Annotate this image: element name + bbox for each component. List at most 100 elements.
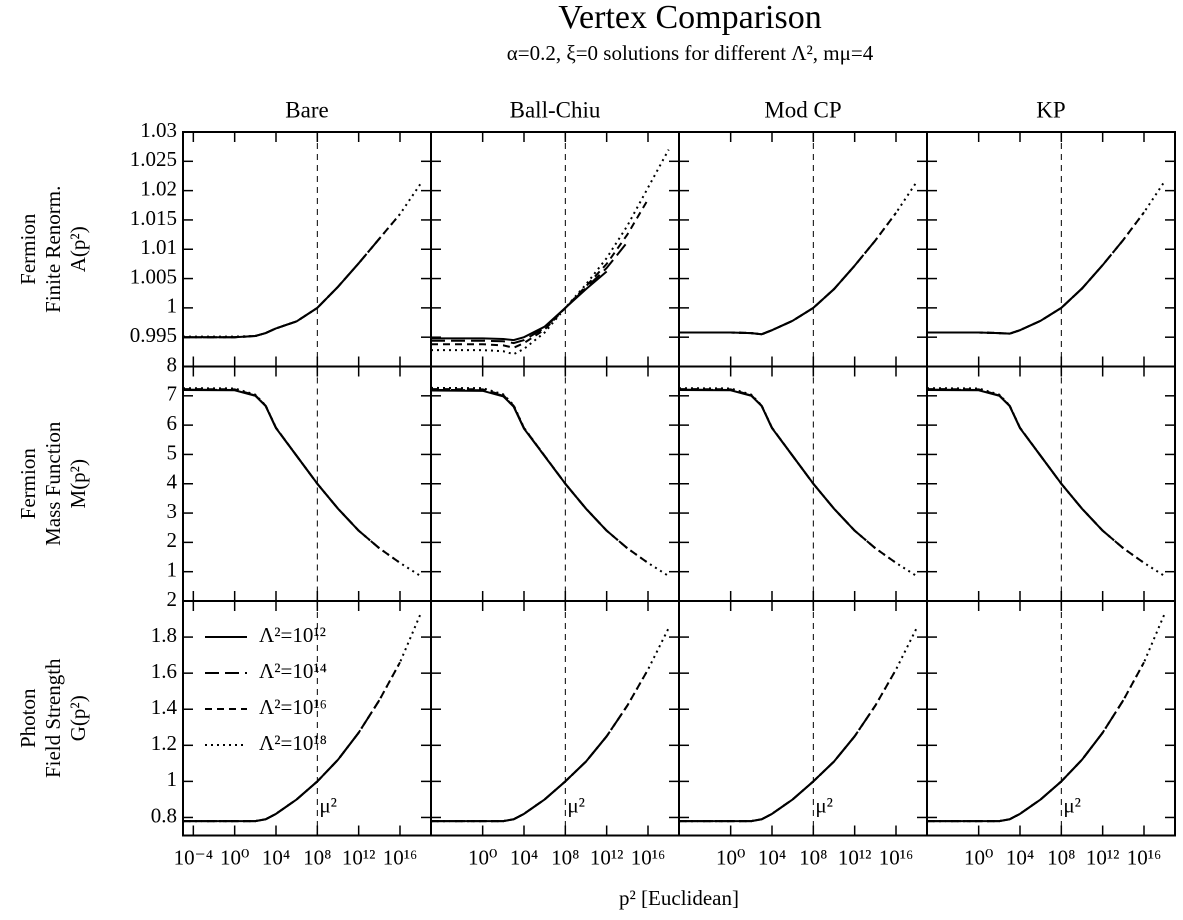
y-tick-label: 0.995	[130, 323, 177, 347]
series-line	[430, 388, 628, 550]
column-title: Ball-Chiu	[510, 97, 601, 122]
chart-title: Vertex Comparison	[558, 0, 821, 36]
x-tick-label: 10⁴	[758, 845, 786, 869]
series-line	[927, 699, 1125, 823]
column-title: KP	[1036, 97, 1065, 122]
series-line	[431, 198, 649, 349]
panel-frame	[678, 131, 928, 368]
series-line	[679, 705, 877, 823]
panel-frame	[678, 600, 928, 837]
x-tick-label: 10¹²	[342, 845, 376, 869]
series-line	[679, 239, 877, 336]
y-tick-label: 1.01	[140, 235, 177, 259]
x-tick-label: 10⁴	[510, 845, 538, 869]
y-tick-label: 3	[167, 499, 178, 523]
y-tick-label: 1	[167, 294, 178, 318]
y-tick-label: 5	[167, 440, 178, 464]
series-line	[678, 388, 897, 564]
series-line	[926, 388, 1145, 564]
x-tick-label: 10⁻⁴	[174, 845, 213, 869]
x-tick-label: 10⁰	[468, 845, 497, 869]
x-tick-label: 10⁸	[799, 845, 827, 869]
x-tick-label: 10¹⁶	[631, 845, 666, 869]
y-tick-label: 1.6	[151, 659, 177, 683]
series-line	[182, 388, 360, 532]
legend-label: Λ²=10¹⁸	[259, 731, 327, 755]
panel-frame	[678, 365, 928, 602]
series-line	[679, 627, 918, 823]
legend-label: Λ²=10¹⁴	[259, 659, 327, 683]
x-tick-label: 10⁸	[551, 845, 579, 869]
y-tick-label: 1.2	[151, 731, 177, 755]
y-tick-label: 0.8	[151, 803, 177, 827]
y-tick-label: 6	[167, 411, 178, 435]
series-line	[679, 181, 918, 336]
series-line	[183, 262, 360, 339]
y-axis-label: M(p²)	[66, 459, 90, 508]
x-tick-label: 10¹²	[590, 845, 624, 869]
y-tick-label: 1	[167, 767, 178, 791]
y-axis-label: G(p²)	[66, 695, 90, 741]
series-line	[927, 211, 1145, 335]
series-line	[927, 264, 1104, 335]
y-tick-label: 4	[167, 470, 178, 494]
panel-frame	[926, 365, 1176, 602]
y-tick-label: 1.02	[140, 176, 177, 200]
y-tick-label: 2	[167, 587, 178, 611]
series-line	[926, 388, 1124, 550]
reference-label: μ²	[567, 793, 585, 817]
column-title: Bare	[285, 97, 328, 122]
series-line	[679, 212, 897, 336]
series-line	[927, 180, 1166, 335]
y-axis-label: Fermion	[16, 448, 40, 520]
reference-label: μ²	[319, 793, 337, 817]
x-tick-label: 10⁰	[964, 845, 993, 869]
series-line	[927, 613, 1166, 823]
x-tick-label: 10⁸	[1047, 845, 1075, 869]
y-axis-label: Mass Function	[41, 421, 65, 546]
panel-frame	[182, 365, 432, 602]
reference-label: μ²	[815, 793, 833, 817]
x-tick-label: 10⁸	[303, 845, 331, 869]
x-tick-label: 10¹²	[1086, 845, 1120, 869]
y-axis-label: Field Strength	[41, 658, 65, 778]
series-line	[431, 241, 629, 345]
series-line	[183, 183, 422, 338]
series-line	[678, 388, 876, 550]
y-tick-label: 1.005	[130, 264, 177, 288]
y-tick-label: 1	[167, 558, 178, 582]
y-tick-label: 7	[167, 382, 178, 406]
panel-frame	[926, 600, 1176, 837]
series-line	[679, 669, 897, 823]
series-line	[926, 387, 1166, 577]
y-tick-label: 1.03	[140, 118, 177, 142]
panel-frame	[430, 600, 680, 837]
series-line	[183, 661, 401, 823]
series-line	[182, 388, 401, 564]
series-line	[431, 669, 649, 823]
series-line	[431, 705, 629, 823]
legend-label: Λ²=10¹⁶	[259, 695, 327, 719]
series-line	[430, 388, 649, 564]
legend-label: Λ²=10¹²	[259, 623, 326, 647]
y-tick-label: 1.015	[130, 206, 177, 230]
y-axis-label: Finite Renorm.	[41, 186, 65, 313]
x-tick-label: 10¹²	[838, 845, 872, 869]
series-line	[926, 388, 1104, 532]
y-axis-label: Fermion	[16, 213, 40, 285]
reference-label: μ²	[1063, 793, 1081, 817]
series-line	[678, 387, 918, 577]
chart-subtitle: α=0.2, ξ=0 solutions for different Λ², m…	[507, 41, 874, 65]
series-line	[183, 613, 422, 823]
panel-frame	[430, 365, 680, 602]
x-axis-label: p² [Euclidean]	[619, 886, 739, 910]
y-axis-label: Photon	[16, 688, 40, 748]
series-line	[430, 386, 670, 577]
x-tick-label: 10⁰	[716, 845, 745, 869]
series-line	[927, 661, 1145, 823]
panel-frame	[926, 131, 1176, 368]
x-tick-label: 10⁰	[220, 845, 249, 869]
y-tick-label: 8	[167, 352, 178, 376]
y-axis-label: A(p²)	[66, 226, 90, 272]
